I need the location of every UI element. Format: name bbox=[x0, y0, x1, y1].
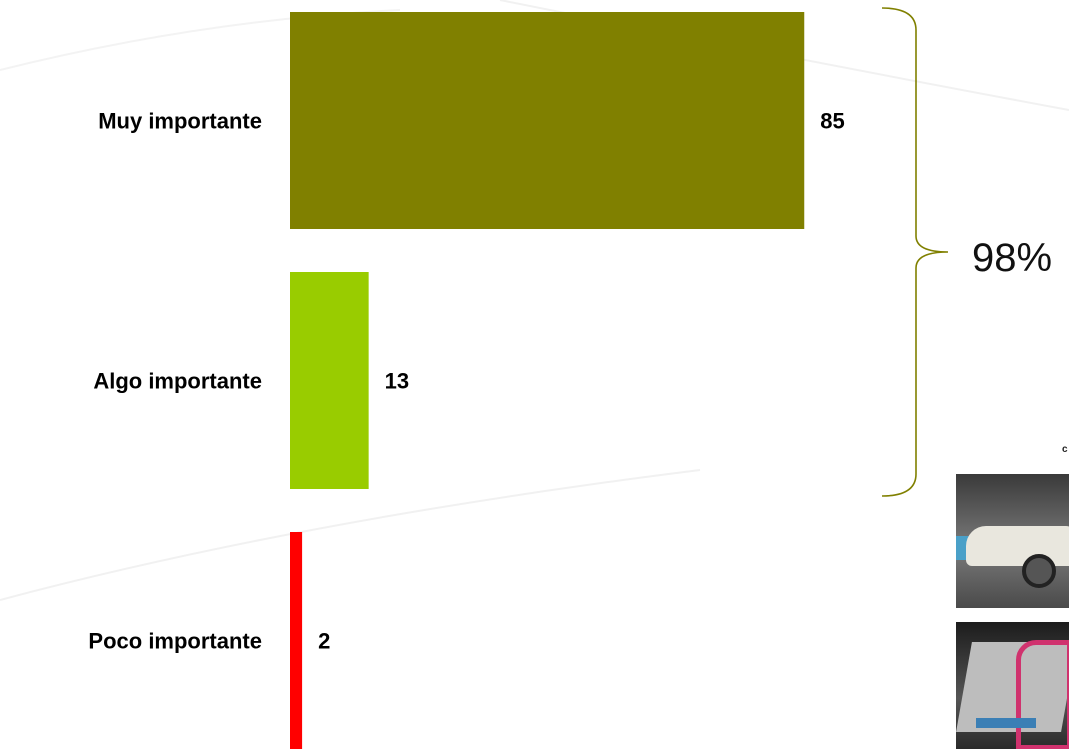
car-body bbox=[966, 526, 1069, 566]
bracket-total-label: 98% bbox=[972, 236, 1053, 280]
crashed-car-photo bbox=[956, 622, 1069, 749]
value-label: 13 bbox=[385, 369, 409, 394]
bar-muy-importante bbox=[290, 12, 805, 229]
bar-algo-importante bbox=[290, 272, 369, 489]
photo-caption: c bbox=[1062, 444, 1068, 455]
wheel-icon bbox=[1022, 554, 1056, 588]
value-label: 85 bbox=[820, 109, 844, 134]
category-labels-group: Muy importante Algo importante Poco import… bbox=[88, 109, 262, 654]
category-label: Algo importante bbox=[93, 369, 262, 394]
bars-group bbox=[290, 12, 805, 749]
bar-poco-importante bbox=[290, 532, 303, 749]
category-label: Poco importante bbox=[88, 629, 262, 654]
dummy-frame bbox=[1016, 640, 1069, 749]
value-labels-group: 85 13 2 bbox=[318, 109, 845, 654]
crash-test-car-photo bbox=[956, 474, 1069, 608]
test-tag bbox=[976, 718, 1036, 728]
category-label: Muy importante bbox=[98, 109, 262, 134]
value-label: 2 bbox=[318, 629, 330, 654]
total-bracket bbox=[881, 7, 949, 497]
